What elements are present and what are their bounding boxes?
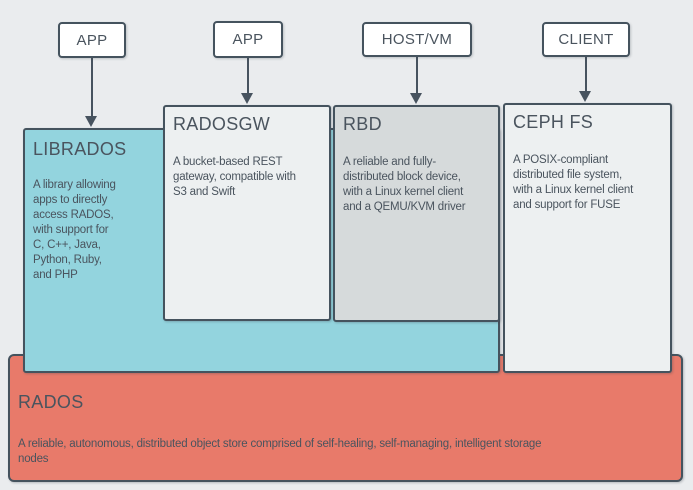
source-box-app-2: APP	[213, 21, 283, 58]
radosgw-title: RADOSGW	[173, 114, 271, 134]
arrow-app-to-librados	[91, 58, 93, 117]
rados-box: RADOS A reliable, autonomous, distribute…	[8, 354, 683, 482]
rados-description: A reliable, autonomous, distributed obje…	[18, 438, 542, 465]
source-box-host-vm-label: HOST/VM	[381, 31, 453, 48]
source-box-app-2-label: APP	[232, 31, 264, 48]
source-box-app-1: APP	[58, 22, 126, 58]
rados-title: RADOS	[18, 392, 84, 412]
radosgw-box: RADOSGW A bucket-based REST gateway, com…	[163, 105, 331, 321]
source-box-app-1-label: APP	[76, 31, 108, 49]
arrowhead-icon	[410, 93, 422, 104]
source-box-client-label: CLIENT	[558, 31, 614, 48]
cephfs-title: CEPH FS	[513, 112, 594, 132]
arrowhead-icon	[241, 93, 253, 104]
rbd-box: RBD A reliable and fully- distributed bl…	[333, 105, 500, 322]
arrow-hostvm-to-rbd	[416, 57, 418, 94]
rbd-title: RBD	[343, 114, 382, 134]
cephfs-box: CEPH FS A POSIX-compliant distributed fi…	[503, 103, 672, 373]
source-box-client: CLIENT	[542, 22, 630, 57]
arrowhead-icon	[85, 116, 97, 127]
arrow-app-to-radosgw	[247, 58, 249, 94]
librados-title: LIBRADOS	[33, 139, 127, 159]
source-box-host-vm: HOST/VM	[362, 22, 472, 57]
arrow-client-to-cephfs	[585, 57, 587, 92]
librados-description: A library allowing apps to directly acce…	[33, 179, 116, 281]
arrowhead-icon	[579, 91, 591, 102]
radosgw-description: A bucket-based REST gateway, compatible …	[173, 156, 296, 198]
rbd-description: A reliable and fully- distributed block …	[343, 156, 466, 213]
cephfs-description: A POSIX-compliant distributed file syste…	[513, 154, 634, 211]
